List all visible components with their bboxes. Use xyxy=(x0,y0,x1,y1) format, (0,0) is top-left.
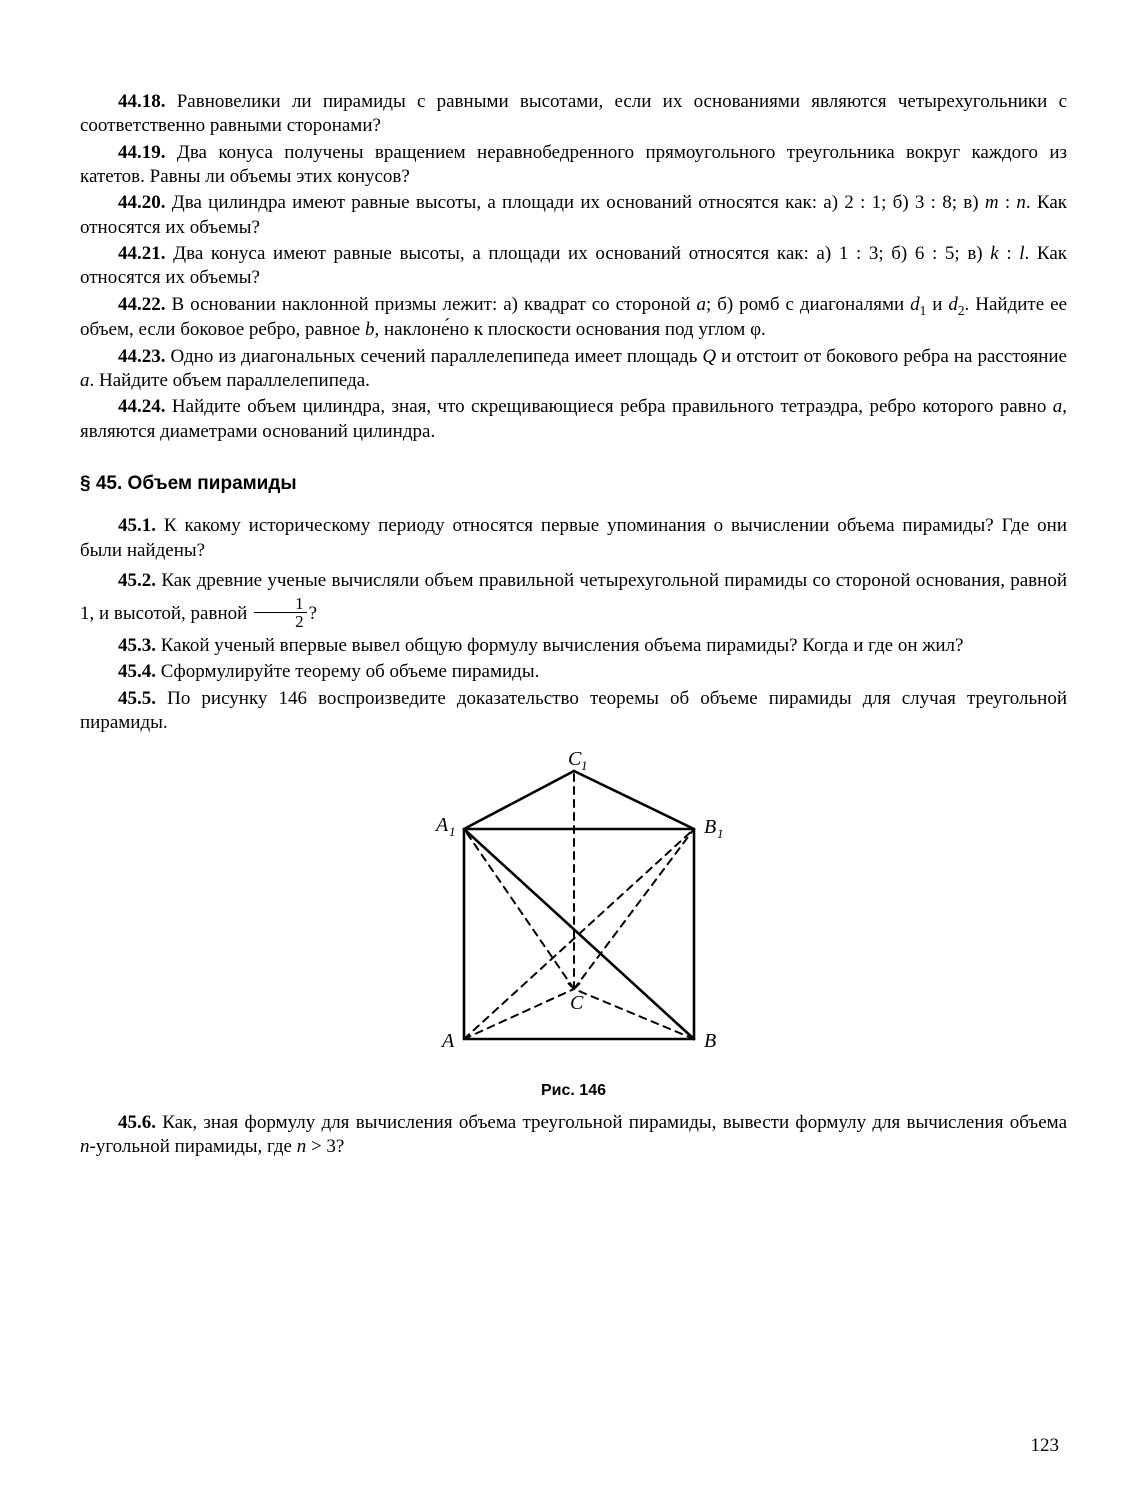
problem-text: Найдите объем цилиндра, зная, что скрещи… xyxy=(80,396,1067,441)
problem-number: 44.22. xyxy=(118,294,166,315)
problem-text: Два конуса имеют равные высоты, а площад… xyxy=(80,243,1067,288)
problem-44-24: 44.24. Найдите объем цилиндра, зная, что… xyxy=(80,395,1067,444)
svg-text:C: C xyxy=(568,749,582,770)
problem-text: Одно из диагональных сечений параллелепи… xyxy=(80,346,1067,391)
problem-number: 44.20. xyxy=(118,192,166,213)
problem-number: 44.24. xyxy=(118,396,166,417)
problem-44-20: 44.20. Два цилиндра имеют равные высоты,… xyxy=(80,191,1067,240)
problem-number: 44.19. xyxy=(118,142,166,163)
svg-text:1: 1 xyxy=(449,824,456,839)
problem-number: 45.4. xyxy=(118,661,156,682)
problem-number: 45.5. xyxy=(118,688,156,709)
problem-text: Сформулируйте теорему об объеме пирамиды… xyxy=(161,661,540,682)
problem-number: 45.3. xyxy=(118,635,156,656)
problem-number: 45.1. xyxy=(118,515,156,536)
page-number: 123 xyxy=(1031,1434,1060,1458)
section-45-title: § 45. Объем пирамиды xyxy=(80,472,1067,496)
problem-number: 44.23. xyxy=(118,346,166,367)
problem-45-4: 45.4. Сформулируйте теорему об объеме пи… xyxy=(80,660,1067,684)
problem-number: 45.2. xyxy=(118,570,156,591)
problem-text: Два конуса получены вращением неравнобед… xyxy=(80,142,1067,187)
problem-text-post: ? xyxy=(309,603,317,624)
problem-text: Как, зная формулу для вычисления объема … xyxy=(80,1112,1067,1157)
problem-number: 45.6. xyxy=(118,1112,156,1133)
figure-146: ABCA1B1C1 Рис. 146 xyxy=(80,749,1067,1101)
problem-45-5: 45.5. По рисунку 146 воспроизведите дока… xyxy=(80,687,1067,736)
problem-44-19: 44.19. Два конуса получены вращением нер… xyxy=(80,141,1067,190)
prism-diagram: ABCA1B1C1 xyxy=(394,749,754,1069)
svg-text:1: 1 xyxy=(581,758,588,773)
problem-45-6: 45.6. Как, зная формулу для вычисления о… xyxy=(80,1111,1067,1160)
problem-text: Два цилиндра имеют равные высоты, а площ… xyxy=(80,192,1067,237)
problem-44-18: 44.18. Равновелики ли пирамиды с равными… xyxy=(80,90,1067,139)
problem-44-22: 44.22. В основании наклонной призмы лежи… xyxy=(80,293,1067,343)
svg-text:A: A xyxy=(434,814,449,836)
figure-caption: Рис. 146 xyxy=(80,1081,1067,1101)
problem-44-21: 44.21. Два конуса имеют равные высоты, а… xyxy=(80,242,1067,291)
problem-text: Равновелики ли пирамиды с равными высота… xyxy=(80,91,1067,136)
problem-number: 44.18. xyxy=(118,91,166,112)
page: 44.18. Равновелики ли пирамиды с равными… xyxy=(0,0,1147,1500)
problem-text: Какой ученый впервые вывел общую формулу… xyxy=(161,635,964,656)
svg-text:A: A xyxy=(440,1030,455,1052)
svg-text:C: C xyxy=(570,992,584,1014)
problem-45-3: 45.3. Какой ученый впервые вывел общую ф… xyxy=(80,634,1067,658)
svg-text:1: 1 xyxy=(717,826,724,841)
svg-text:B: B xyxy=(704,1030,716,1052)
problem-45-1: 45.1. К какому историческому периоду отн… xyxy=(80,514,1067,563)
problem-text: В основании наклонной призмы лежит: а) к… xyxy=(80,294,1067,341)
fraction-half: 12 xyxy=(254,595,307,630)
problem-number: 44.21. xyxy=(118,243,166,264)
problem-45-2: 45.2. Как древние ученые вычисляли объем… xyxy=(80,565,1067,632)
problem-text: По рисунку 146 воспроизведите доказатель… xyxy=(80,688,1067,733)
problem-text: К какому историческому периоду относятся… xyxy=(80,515,1067,560)
svg-text:B: B xyxy=(704,816,716,838)
problem-text-pre: Как древние ученые вычисляли объем прави… xyxy=(80,570,1067,624)
problem-44-23: 44.23. Одно из диагональных сечений пара… xyxy=(80,345,1067,394)
